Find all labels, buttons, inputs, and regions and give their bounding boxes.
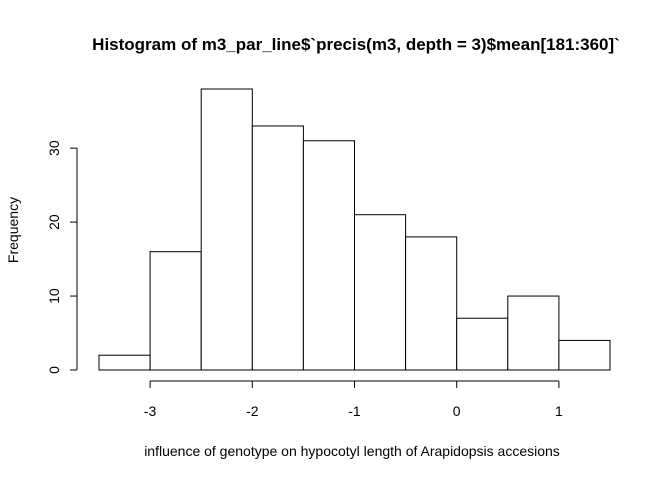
x-axis: -3 -2 -1 0 1 (144, 380, 563, 419)
chart-title: Histogram of m3_par_line$`precis(m3, dep… (92, 35, 620, 54)
y-tick-label: 30 (46, 140, 62, 156)
histogram-bar (558, 339, 611, 371)
x-tick-label: 1 (555, 403, 563, 419)
y-tick-label: 10 (46, 288, 62, 304)
y-axis-label: Frequency (5, 197, 21, 263)
bars-group (98, 88, 611, 371)
histogram-bar (251, 125, 304, 371)
histogram-bar (456, 317, 509, 371)
histogram-bar (507, 295, 560, 371)
y-axis: 0 10 20 30 (46, 140, 78, 374)
histogram-bar (149, 251, 202, 371)
histogram-bar (354, 214, 407, 371)
y-tick-label: 0 (46, 366, 62, 374)
x-tick-label: 0 (453, 403, 461, 419)
histogram-bar (405, 236, 458, 371)
histogram-bar (98, 354, 151, 371)
x-tick-label: -1 (348, 403, 361, 419)
histogram-bar (302, 140, 355, 371)
x-tick-label: -2 (246, 403, 259, 419)
x-axis-label: influence of genotype on hypocotyl lengt… (144, 443, 560, 459)
x-tick-label: -3 (144, 403, 157, 419)
histogram-bar (200, 88, 253, 371)
y-tick-label: 20 (46, 214, 62, 230)
